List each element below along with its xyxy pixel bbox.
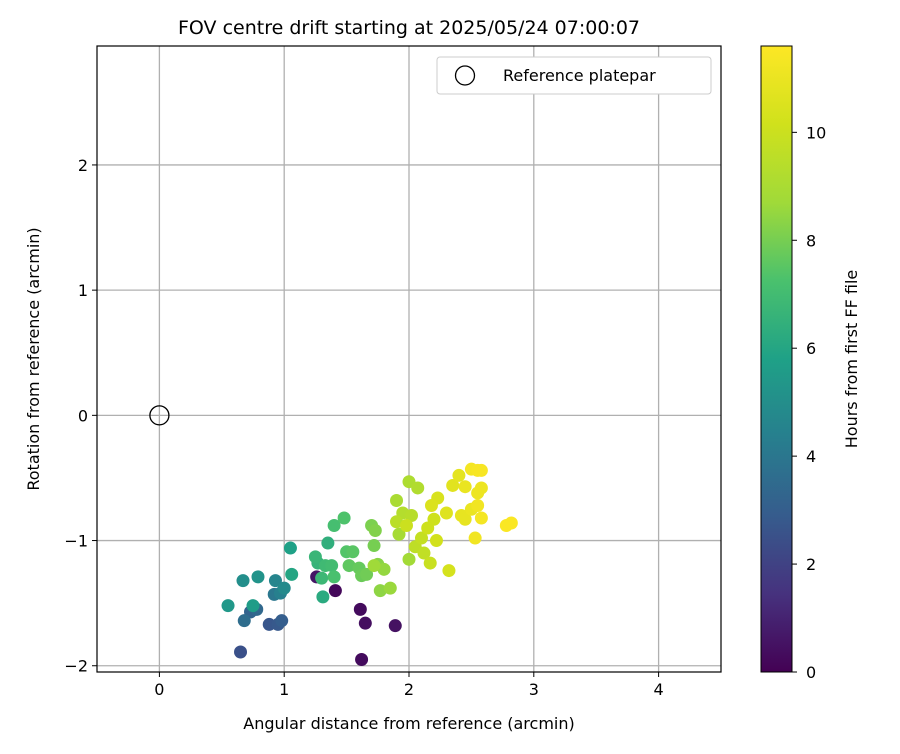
data-point (458, 512, 472, 526)
data-point (504, 516, 518, 530)
data-point (388, 619, 402, 633)
data-point (383, 581, 397, 595)
data-point (442, 564, 456, 578)
legend-label: Reference platepar (503, 66, 656, 85)
colorbar-tick-label: 8 (806, 231, 816, 250)
legend-box (436, 56, 712, 95)
data-point (452, 468, 466, 482)
data-point (446, 478, 460, 492)
data-point (358, 616, 372, 630)
data-point (429, 534, 443, 548)
data-point (373, 584, 387, 598)
data-point (368, 524, 382, 538)
y-tick-label: −1 (64, 532, 88, 551)
data-point (221, 599, 235, 613)
data-point (355, 652, 369, 666)
data-point (458, 480, 472, 494)
data-point (474, 463, 488, 477)
data-point (439, 506, 453, 520)
y-axis-label: Rotation from reference (arcmin) (24, 227, 43, 490)
y-axis-ticks: −2 −1 0 1 2 (64, 156, 97, 676)
x-tick-label: 4 (654, 680, 664, 699)
data-point (390, 515, 404, 529)
data-points (221, 462, 518, 666)
data-point (308, 550, 322, 564)
data-point (392, 527, 406, 541)
reference-point (149, 405, 170, 426)
data-point (468, 531, 482, 545)
x-axis-ticks: 0 1 2 3 4 (154, 672, 664, 699)
data-point (360, 567, 374, 581)
data-point (316, 590, 330, 604)
x-tick-label: 3 (529, 680, 539, 699)
data-point (417, 546, 431, 560)
data-point (421, 521, 435, 535)
data-point (367, 539, 381, 553)
data-point (400, 519, 414, 533)
data-point (315, 571, 329, 585)
x-tick-label: 1 (279, 680, 289, 699)
data-point (474, 511, 488, 525)
data-point (268, 574, 282, 588)
data-point (328, 584, 342, 598)
colorbar-tick-label: 0 (806, 663, 816, 682)
data-point (346, 545, 360, 559)
data-point (285, 567, 299, 581)
data-point (377, 562, 391, 576)
data-point (275, 614, 289, 628)
data-point (423, 556, 437, 570)
y-tick-label: 0 (78, 406, 88, 425)
y-tick-label: 2 (78, 156, 88, 175)
data-point (342, 559, 356, 573)
colorbar-tick-label: 4 (806, 447, 816, 466)
x-axis-label: Angular distance from reference (arcmin) (243, 714, 574, 733)
data-point (277, 581, 291, 595)
data-point (234, 645, 248, 659)
reference-marker (149, 405, 170, 426)
legend: Reference platepar (436, 56, 712, 95)
data-point (402, 552, 416, 566)
colorbar-tick-label: 6 (806, 339, 816, 358)
data-point (367, 559, 381, 573)
data-point (471, 498, 485, 512)
x-tick-label: 2 (404, 680, 414, 699)
data-point (424, 498, 438, 512)
data-point (404, 509, 418, 522)
y-tick-label: −2 (64, 657, 88, 676)
data-point (327, 570, 341, 584)
data-point (321, 536, 335, 550)
y-tick-label: 1 (78, 281, 88, 300)
data-point (283, 541, 297, 555)
data-point (251, 570, 265, 584)
legend-marker-icon (454, 65, 476, 86)
data-point (246, 599, 260, 613)
x-tick-label: 0 (154, 680, 164, 699)
data-point (411, 481, 425, 495)
grid-lines (97, 46, 721, 672)
colorbar-gradient (760, 45, 793, 673)
data-point (474, 481, 488, 495)
data-point (325, 559, 339, 573)
colorbar-tick-label: 2 (806, 555, 816, 574)
colorbar: 0 2 4 6 8 10 Hours from first FF file (760, 45, 861, 682)
data-point (353, 602, 367, 616)
chart-title: FOV centre drift starting at 2025/05/24 … (178, 17, 640, 39)
data-point (237, 614, 251, 628)
colorbar-ticks: 0 2 4 6 8 10 (792, 123, 826, 682)
data-point (337, 511, 351, 525)
colorbar-label: Hours from first FF file (842, 270, 861, 449)
data-point (414, 531, 428, 545)
data-point (327, 519, 341, 533)
data-point (390, 493, 404, 507)
colorbar-tick-label: 10 (806, 123, 826, 142)
data-point (236, 574, 250, 588)
